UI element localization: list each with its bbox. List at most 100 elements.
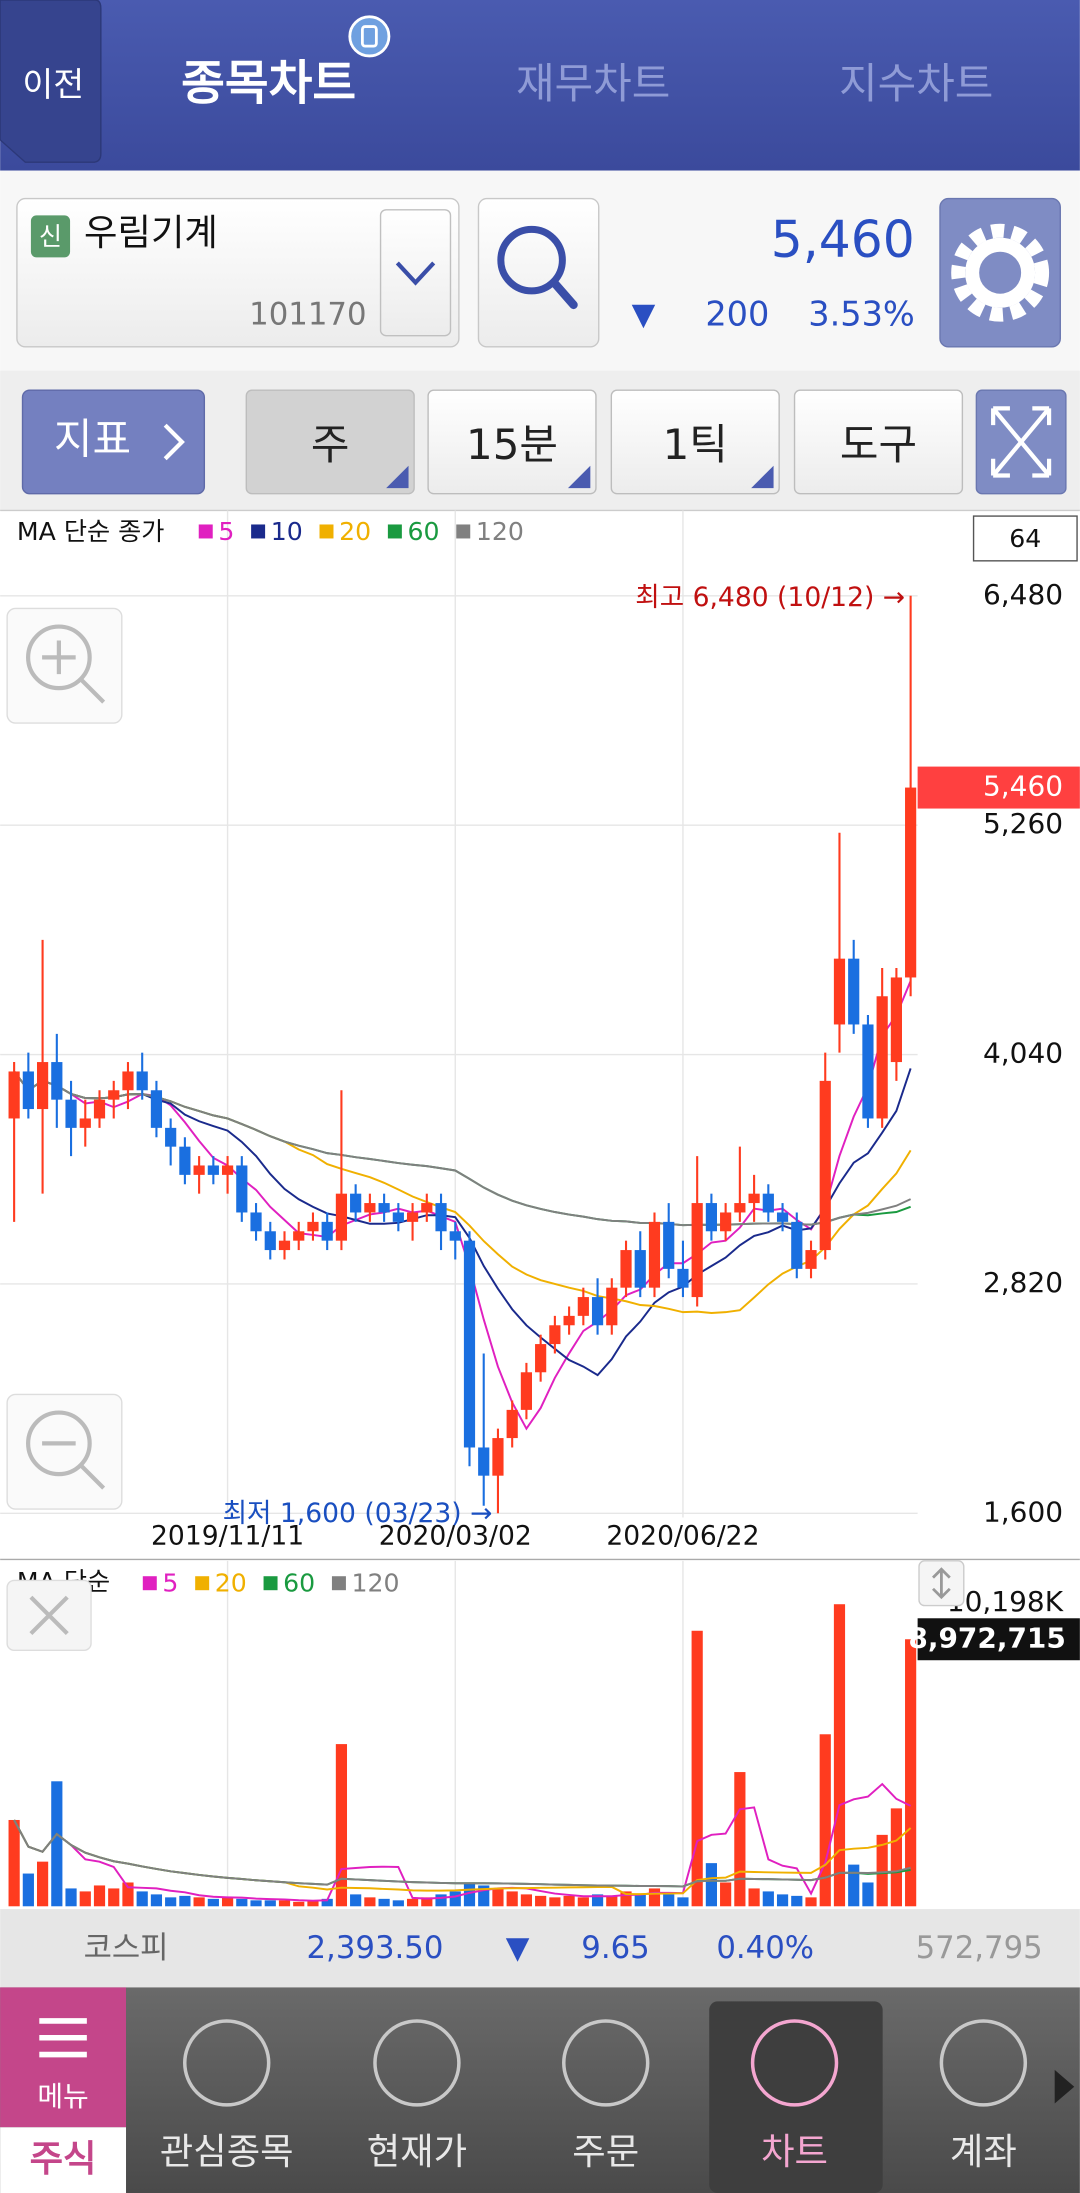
- back-label[interactable]: 이전: [22, 65, 84, 104]
- volume-bar: [876, 1834, 888, 1907]
- volume-bar: [392, 1900, 404, 1907]
- period-button[interactable]: [427, 389, 597, 495]
- zoom-in[interactable]: [6, 607, 123, 724]
- tab[interactable]: 지수차트: [839, 59, 993, 108]
- volume-bar: [421, 1897, 433, 1907]
- index-volume: 572,795: [916, 1930, 1043, 1966]
- indicator-button[interactable]: [21, 389, 206, 495]
- index-arrow: ▼: [506, 1930, 530, 1966]
- menu-label[interactable]: 메뉴: [37, 2080, 88, 2113]
- search-icon: [497, 225, 566, 295]
- nav-item[interactable]: 차트: [750, 2019, 839, 2173]
- header: [0, 0, 1080, 171]
- volume-bar: [577, 1897, 589, 1907]
- ma-legend-swatch: [387, 524, 402, 539]
- tab[interactable]: 재무차트: [516, 59, 670, 108]
- market-label[interactable]: 주식: [30, 2137, 97, 2180]
- candle-body: [677, 1268, 689, 1288]
- volume-bar: [720, 1882, 732, 1907]
- indicator-label[interactable]: 지표: [54, 414, 131, 463]
- candle-body: [108, 1090, 120, 1100]
- candle-body: [748, 1193, 760, 1204]
- zoom-out-icon: [26, 1410, 92, 1477]
- candle-body: [36, 1062, 49, 1110]
- volume-bar: [122, 1882, 134, 1907]
- nav-more[interactable]: [1054, 2069, 1075, 2104]
- nav-label[interactable]: 주문: [572, 2130, 639, 2173]
- period-label[interactable]: 15분: [466, 420, 558, 469]
- candle-body: [648, 1221, 661, 1288]
- period-label[interactable]: 도구: [840, 420, 917, 469]
- y-tick-label: 6,480: [983, 578, 1063, 611]
- candle-body: [51, 1062, 63, 1100]
- candle-body: [762, 1193, 774, 1213]
- tab-active[interactable]: 종목차트: [181, 57, 356, 112]
- nav-label[interactable]: 계좌: [950, 2130, 1017, 2173]
- ma-legend-swatch: [331, 1576, 346, 1591]
- ma-legend-swatch: [198, 524, 213, 539]
- candle-body: [293, 1231, 305, 1241]
- gear-icon: [965, 237, 1036, 308]
- x-tick-label: 2020/03/02: [379, 1521, 532, 1552]
- nav-label[interactable]: 현재가: [367, 2130, 467, 2173]
- nav-label[interactable]: 차트: [761, 2130, 828, 2173]
- candle-body: [905, 787, 917, 978]
- nav-label[interactable]: 관심종목: [160, 2130, 294, 2173]
- volume-bar: [350, 1894, 362, 1907]
- ma-legend-swatch: [263, 1576, 278, 1591]
- period-button[interactable]: [793, 389, 964, 495]
- candle-body: [150, 1090, 163, 1128]
- stock-box[interactable]: [16, 197, 460, 348]
- ma-line: [13, 1819, 911, 1888]
- volume-bar: [293, 1901, 305, 1907]
- nav-item[interactable]: 현재가: [367, 2019, 467, 2173]
- search-button[interactable]: [477, 197, 600, 348]
- ma-legend-label: 60: [407, 517, 439, 546]
- volume-bar: [819, 1734, 831, 1907]
- y-tick-label: 4,040: [983, 1037, 1063, 1070]
- volume-bar: [848, 1864, 860, 1907]
- candle-body: [791, 1221, 803, 1269]
- volume-bar: [478, 1885, 490, 1907]
- period-label[interactable]: 1틱: [663, 420, 728, 469]
- nav-active: [709, 2001, 883, 2193]
- candle-body: [65, 1099, 77, 1128]
- indicator-arrow: [163, 423, 185, 461]
- candle-body: [406, 1212, 419, 1222]
- period-button[interactable]: [245, 389, 415, 495]
- close-icon: [29, 1595, 69, 1636]
- change-arrow: ▼: [632, 297, 656, 333]
- y-tick-label: 2,820: [983, 1266, 1063, 1299]
- volume-bar: [150, 1894, 163, 1907]
- market-tab[interactable]: [0, 2127, 127, 2193]
- candle-body: [435, 1203, 447, 1232]
- nav-item[interactable]: 계좌: [939, 2019, 1028, 2173]
- badge: [30, 215, 71, 258]
- nav-item[interactable]: 관심종목: [160, 2019, 294, 2173]
- candle-body: [876, 996, 888, 1119]
- ma-legend-label: 120: [476, 517, 524, 546]
- candle-body: [620, 1250, 632, 1288]
- ma-legend-swatch: [195, 1576, 210, 1591]
- zoom-in-icon: [26, 624, 92, 691]
- back-button[interactable]: [0, 0, 102, 163]
- period-label[interactable]: 주: [311, 420, 350, 469]
- period-button[interactable]: [610, 389, 780, 495]
- candle-body: [378, 1203, 390, 1213]
- ma-legend-label: 5: [218, 517, 234, 546]
- candle-body: [691, 1203, 703, 1298]
- index-name: 코스피: [84, 1930, 169, 1966]
- current-price-tag: [917, 766, 1080, 809]
- stock-code: 101170: [249, 297, 366, 333]
- candle-body: [79, 1118, 91, 1128]
- volume-bar: [321, 1898, 333, 1907]
- zoom-out[interactable]: [6, 1393, 123, 1510]
- dropdown[interactable]: [379, 209, 452, 337]
- candle-body: [236, 1165, 248, 1213]
- nav-item[interactable]: 주문: [562, 2019, 650, 2173]
- volume-bar: [108, 1888, 120, 1907]
- volume-bar: [22, 1873, 34, 1907]
- candle-body: [136, 1071, 148, 1091]
- y-tick-label: 1,600: [983, 1495, 1063, 1528]
